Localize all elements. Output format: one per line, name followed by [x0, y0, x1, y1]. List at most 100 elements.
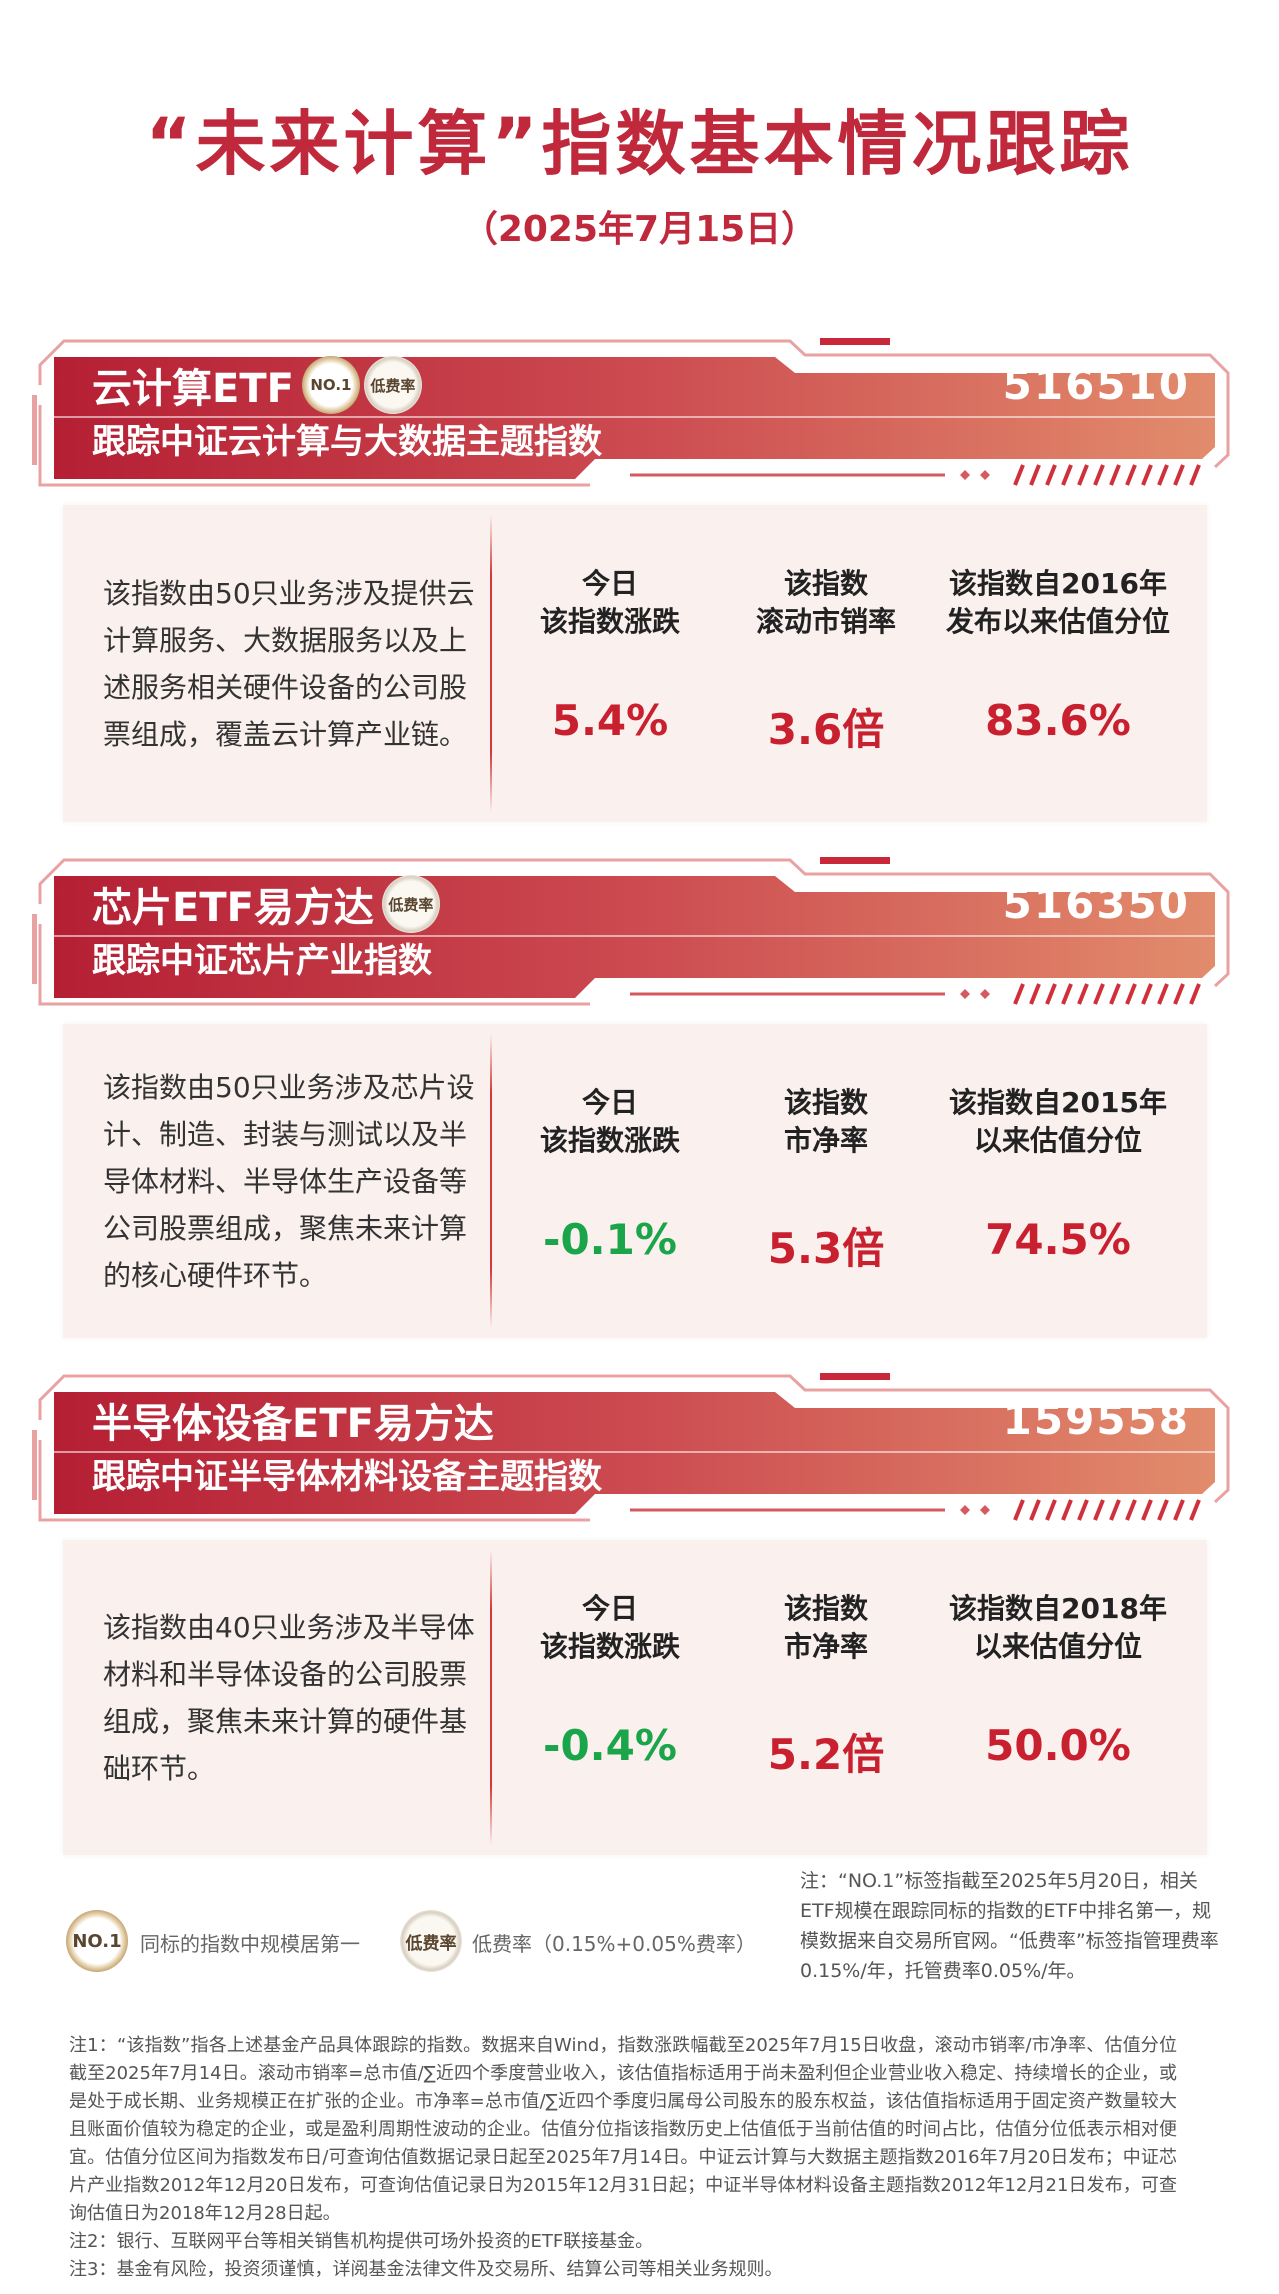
footnote-3: 注3：基金有风险，投资须谨慎，详阅基金法律文件及交易所、结算公司等相关业务规则。: [69, 2259, 783, 2280]
slash-decoration: [1061, 464, 1073, 486]
metric-label: 该指数自2018年 以来估值分位: [949, 1592, 1167, 1663]
fund-name: 芯片ETF易方达: [92, 885, 374, 931]
slash-decoration: [1093, 1499, 1105, 1521]
tracking-index: 跟踪中证半导体材料设备主题指数: [92, 1457, 602, 1497]
metric-label: 今日 该指数涨跌: [539, 567, 680, 638]
metric-value: 5.2倍: [767, 1730, 885, 1779]
description-text: 该指数由40只业务涉及半导体材料和半导体设备的公司股票组成，聚焦未来计算的硬件基…: [103, 1610, 475, 1785]
slash-decoration: [1029, 1499, 1041, 1521]
slash-decoration: [1077, 464, 1089, 486]
index-description: 该指数由50只业务涉及提供云计算服务、大数据服务以及上述服务相关硬件设备的公司股…: [103, 505, 488, 822]
banner-frame: [32, 1373, 1230, 1522]
metric-3: 该指数自2015年 以来估值分位 74.5%: [938, 1080, 1178, 1264]
slash-decoration: [1125, 464, 1137, 486]
metric-value: 3.6倍: [767, 705, 885, 754]
metric-value: -0.1%: [543, 1215, 677, 1264]
divider: [490, 1550, 492, 1845]
metric-2: 该指数 滚动市销率 3.6倍: [706, 561, 946, 757]
slash-decoration: [1125, 1499, 1137, 1521]
badge-note: 注：“NO.1”标签指截至2025年5月20日，相关ETF规模在跟踪同标的指数的…: [800, 1870, 1219, 1982]
fund-banner-1: 云计算ETF NO.1 低费率 516510 跟踪中证云计算与大数据主题指数: [30, 335, 1240, 487]
report-date: （2025年7月15日）: [461, 209, 818, 250]
metric-value: -0.4%: [543, 1721, 677, 1770]
fund-info-card-3: 该指数由40只业务涉及半导体材料和半导体设备的公司股票组成，聚焦未来计算的硬件基…: [63, 1540, 1207, 1855]
slash-decoration: [1045, 1499, 1057, 1521]
slash-decoration: [1045, 464, 1057, 486]
fund-info-card-2: 该指数由50只业务涉及芯片设计、制造、封装与测试以及半导体材料、半导体生产设备等…: [63, 1024, 1207, 1338]
slash-decoration: [1093, 464, 1105, 486]
fund-code: 516510: [1002, 360, 1190, 409]
metric-2: 该指数 市净率 5.2倍: [706, 1586, 946, 1782]
fund-banner-3: 半导体设备ETF易方达 159558 跟踪中证半导体材料设备主题指数: [30, 1370, 1240, 1522]
metric-label: 今日 该指数涨跌: [539, 1592, 680, 1663]
slash-decoration: [1061, 1499, 1073, 1521]
description-text: 该指数由50只业务涉及提供云计算服务、大数据服务以及上述服务相关硬件设备的公司股…: [103, 576, 475, 751]
metric-1: 今日 该指数涨跌 -0.1%: [490, 1080, 730, 1264]
slash-decoration: [1109, 1499, 1121, 1521]
tracking-index: 跟踪中证云计算与大数据主题指数: [92, 422, 602, 462]
banner-frame: [32, 857, 1230, 1006]
fund-name: 云计算ETF: [92, 366, 294, 412]
tracking-index: 跟踪中证芯片产业指数: [92, 941, 432, 981]
metric-label: 该指数自2015年 以来估值分位: [949, 1086, 1167, 1157]
slash-decoration: [1013, 983, 1025, 1005]
metric-3: 该指数自2016年 发布以来估值分位 83.6%: [938, 561, 1178, 745]
slash-decoration: [1189, 1499, 1201, 1521]
slash-decoration: [1109, 464, 1121, 486]
slash-decoration: [1109, 983, 1121, 1005]
metric-value: 5.4%: [551, 696, 669, 745]
slash-decoration: [1125, 983, 1137, 1005]
low-fee-badge-icon: 低费率: [381, 875, 440, 933]
fund-name: 半导体设备ETF易方达: [92, 1401, 494, 1447]
slash-decoration: [1173, 1499, 1185, 1521]
slash-decoration: [1173, 464, 1185, 486]
slash-decoration: [1189, 983, 1201, 1005]
low-fee-legend-text: 低费率（0.15%+0.05%费率）: [472, 1932, 756, 1956]
metric-label: 该指数 市净率: [783, 1592, 868, 1663]
slash-decoration: [1189, 464, 1201, 486]
metric-3: 该指数自2018年 以来估值分位 50.0%: [938, 1586, 1178, 1770]
metric-label: 该指数自2016年 发布以来估值分位: [945, 567, 1170, 638]
slash-decoration: [1141, 983, 1153, 1005]
fund-code: 159558: [1002, 1395, 1190, 1444]
slash-decoration: [1077, 983, 1089, 1005]
slash-decoration: [1013, 464, 1025, 486]
metric-value: 50.0%: [985, 1721, 1131, 1770]
fund-banner-2: 芯片ETF易方达 低费率 516350 跟踪中证芯片产业指数: [30, 854, 1240, 1006]
metric-label: 今日 该指数涨跌: [539, 1086, 680, 1157]
no1-badge-icon: NO.1: [66, 1910, 128, 1972]
metric-2: 该指数 市净率 5.3倍: [706, 1080, 946, 1276]
footnote-1: 注1：“该指数”指各上述基金产品具体跟踪的指数。数据来自Wind，指数涨跌幅截至…: [69, 2035, 1177, 2224]
fund-info-card-1: 该指数由50只业务涉及提供云计算服务、大数据服务以及上述服务相关硬件设备的公司股…: [63, 505, 1207, 822]
slash-decoration: [1077, 1499, 1089, 1521]
fund-code: 516350: [1002, 879, 1190, 928]
metric-1: 今日 该指数涨跌 -0.4%: [490, 1586, 730, 1770]
divider: [490, 515, 492, 812]
no1-badge-icon: NO.1: [301, 356, 360, 414]
slash-decoration: [1157, 1499, 1169, 1521]
no1-legend-text: 同标的指数中规模居第一: [140, 1932, 360, 1956]
slash-decoration: [1093, 983, 1105, 1005]
metric-value: 74.5%: [985, 1215, 1131, 1264]
slash-decoration: [1029, 983, 1041, 1005]
metric-label: 该指数 滚动市销率: [755, 567, 896, 638]
slash-decoration: [1157, 464, 1169, 486]
slash-decoration: [1013, 1499, 1025, 1521]
low-fee-badge-icon: 低费率: [363, 356, 422, 414]
slash-decoration: [1173, 983, 1185, 1005]
footnote-2: 注2：银行、互联网平台等相关销售机构提供可场外投资的ETF联接基金。: [69, 2231, 654, 2252]
metric-value: 83.6%: [985, 696, 1131, 745]
footnotes: 注1：“该指数”指各上述基金产品具体跟踪的指数。数据来自Wind，指数涨跌幅截至…: [69, 2032, 1177, 2294]
metric-value: 5.3倍: [767, 1224, 885, 1273]
index-description: 该指数由40只业务涉及半导体材料和半导体设备的公司股票组成，聚焦未来计算的硬件基…: [103, 1540, 488, 1855]
slash-decoration: [1029, 464, 1041, 486]
page-title: “未来计算”指数基本情况跟踪: [145, 103, 1134, 185]
metric-1: 今日 该指数涨跌 5.4%: [490, 561, 730, 745]
slash-decoration: [1061, 983, 1073, 1005]
description-text: 该指数由50只业务涉及芯片设计、制造、封装与测试以及半导体材料、半导体生产设备等…: [103, 1070, 475, 1292]
low-fee-badge-icon: 低费率: [400, 1910, 462, 1972]
metric-label: 该指数 市净率: [783, 1086, 868, 1157]
slash-decoration: [1157, 983, 1169, 1005]
divider: [490, 1034, 492, 1328]
slash-decoration: [1045, 983, 1057, 1005]
